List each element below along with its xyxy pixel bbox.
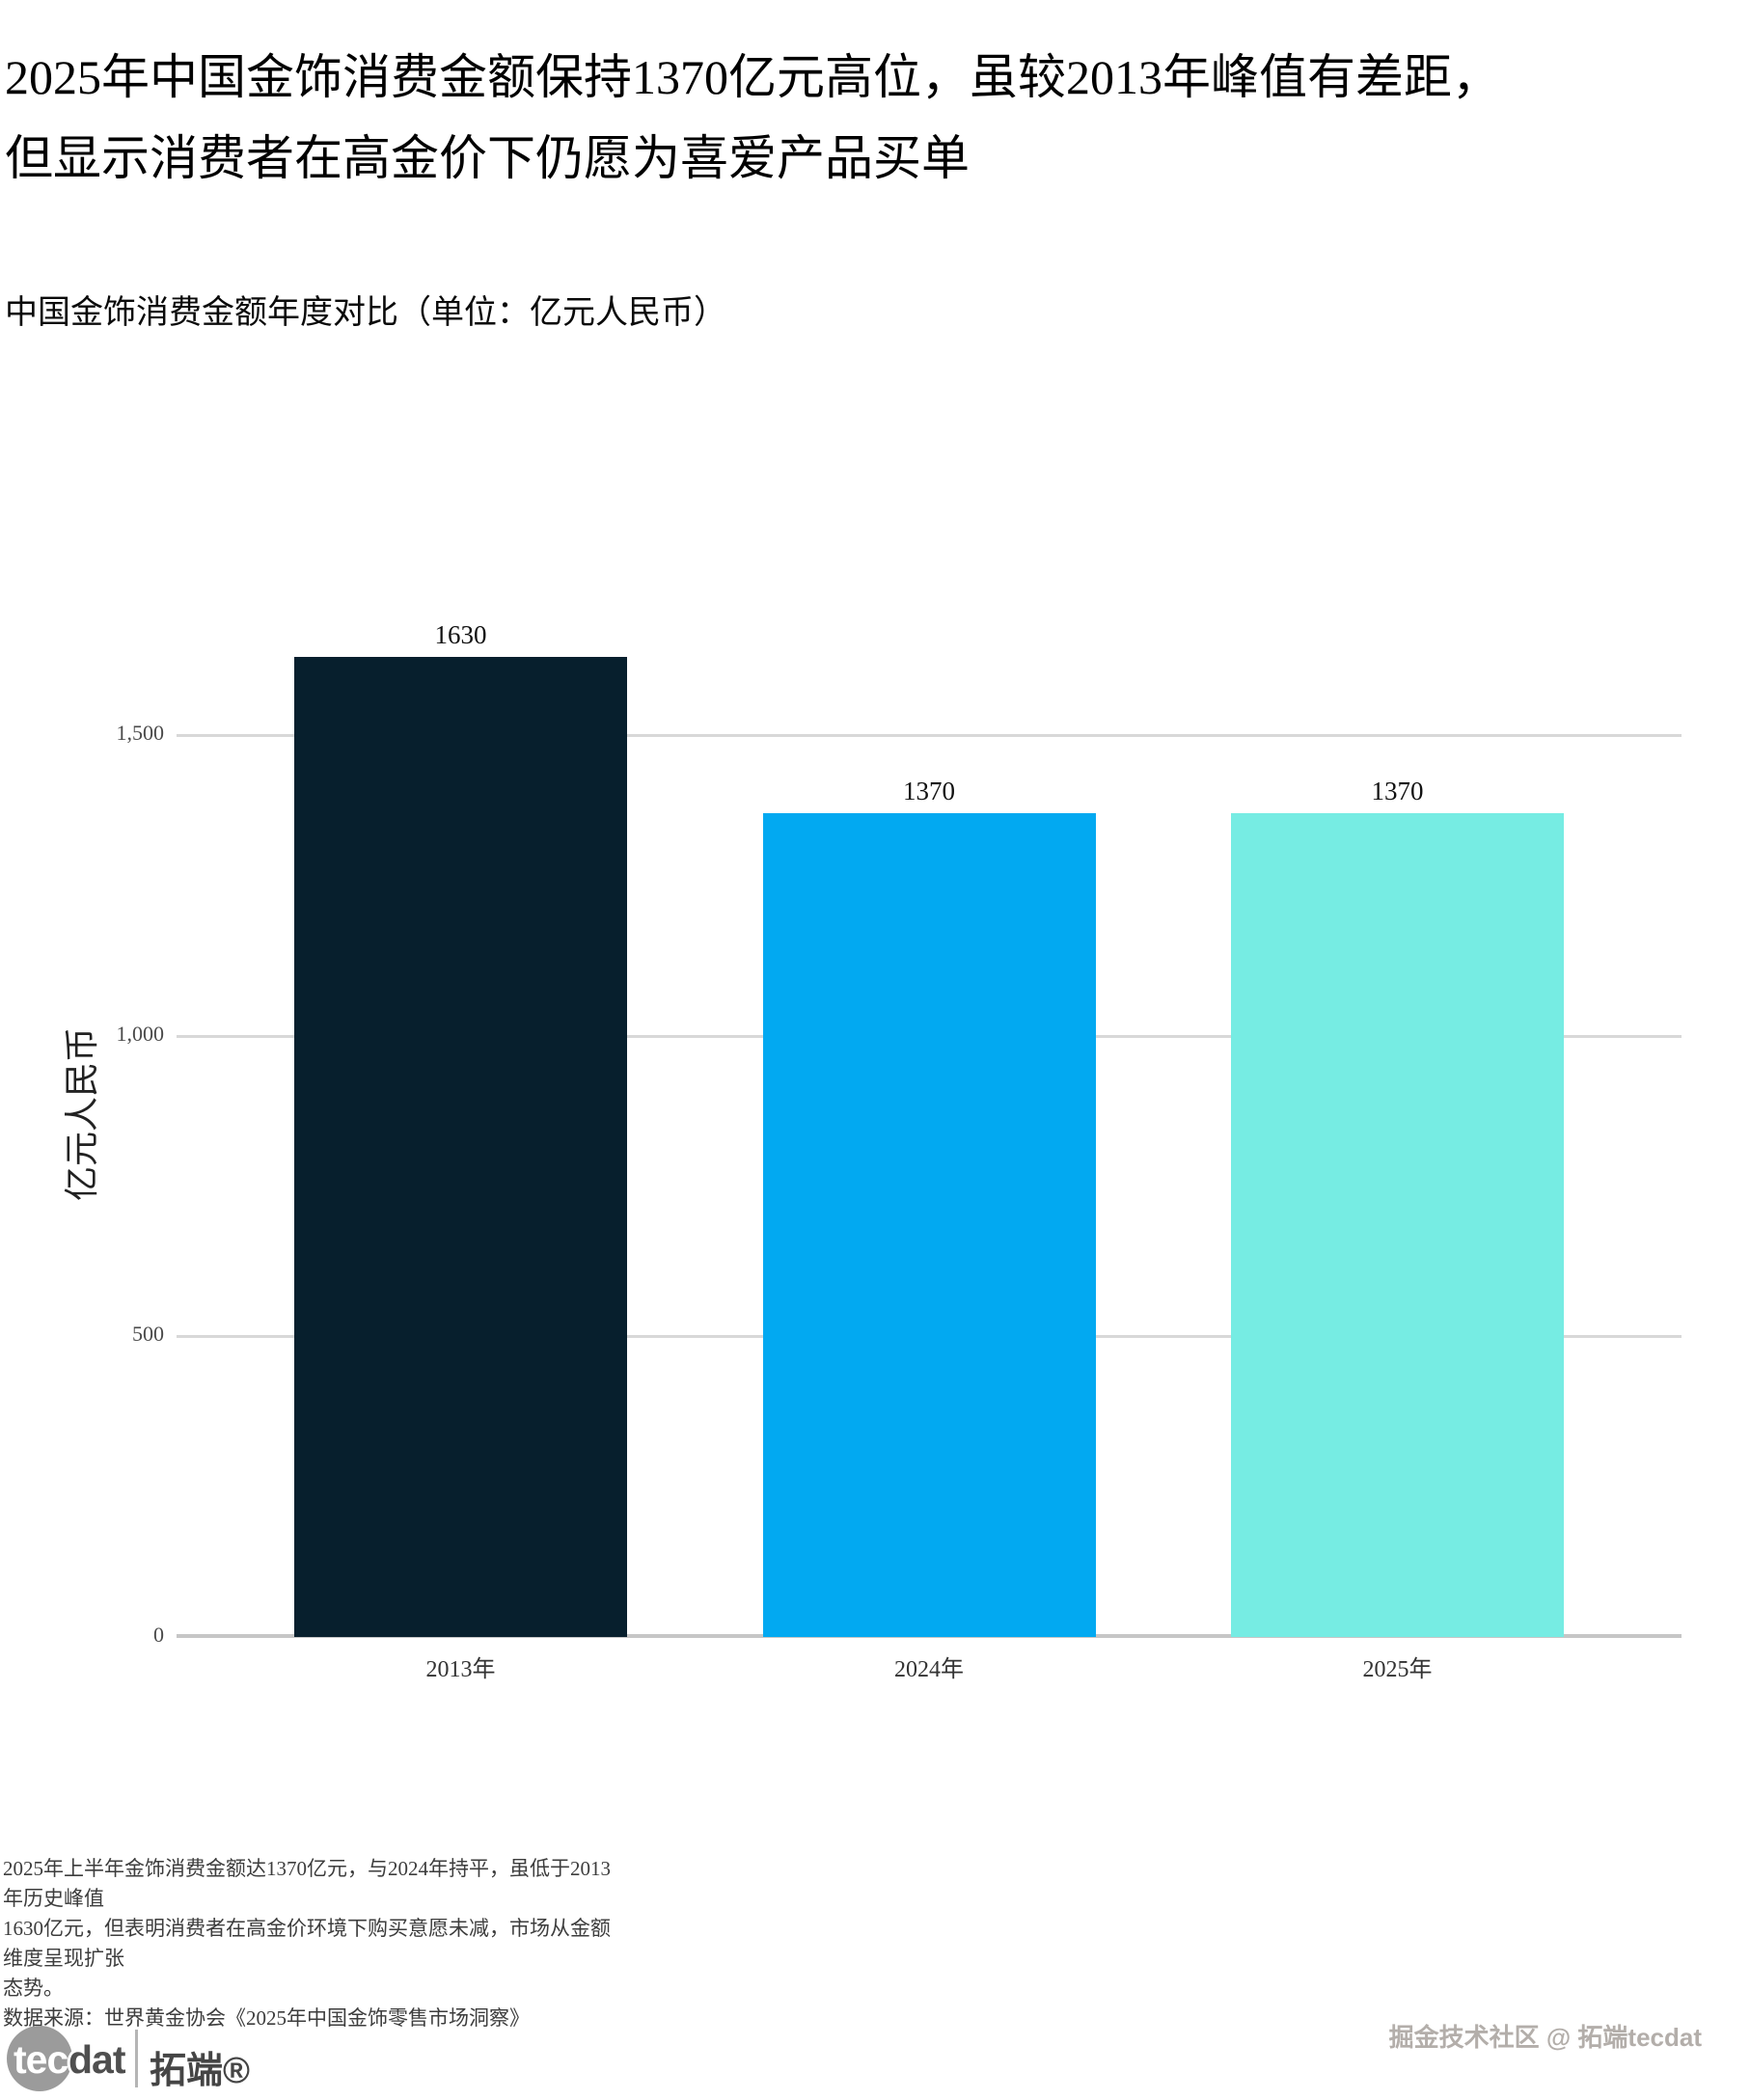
- bar-2025年: [1231, 813, 1564, 1637]
- x-tick-label: 2025年: [1362, 1657, 1433, 1682]
- y-tick-label: 1,500: [116, 721, 165, 746]
- logo-brand-name: 拓端®: [150, 2051, 250, 2091]
- x-tick-label: 2024年: [894, 1657, 964, 1682]
- chart-subtitle: 中国金饰消费金额年度对比（单位：亿元人民币）: [5, 295, 726, 331]
- bar-2013年: [294, 657, 627, 1637]
- bar-2024年: [762, 813, 1096, 1637]
- bar-value-label: 1370: [903, 777, 955, 805]
- page-title: 2025年中国金饰消费金额保持1370亿元高位，虽较2013年峰值有差距， 但显…: [5, 50, 1500, 185]
- bar-value-label: 1370: [1371, 777, 1424, 805]
- footnote-text: 2025年上半年金饰消费金额达1370亿元，与2024年持平，虽低于2013年历…: [3, 1857, 611, 2030]
- y-tick-label: 0: [153, 1623, 164, 1647]
- gridline-1500: [177, 734, 1682, 738]
- bar-value-label: 1630: [434, 620, 487, 649]
- logo-text-tec: tec: [14, 2037, 68, 2082]
- logo-divider: [135, 2030, 138, 2087]
- y-axis-title: 亿元人民币: [63, 1026, 101, 1202]
- y-tick-label: 500: [132, 1322, 164, 1347]
- y-tick-label: 1,000: [116, 1021, 165, 1046]
- tecdat-logo: tec dat 拓端®: [7, 2024, 373, 2097]
- logo-text-dat: dat: [68, 2037, 125, 2082]
- x-tick-label: 2013年: [425, 1657, 496, 1682]
- logo-circle-icon: [7, 2026, 72, 2091]
- watermark-text: 掘金技术社区 @ 拓端tecdat: [1388, 2023, 1702, 2052]
